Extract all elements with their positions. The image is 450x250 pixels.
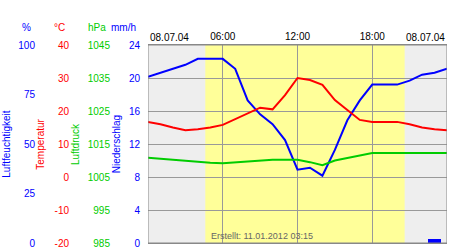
svg-text:Luftfeuchtigkeit: Luftfeuchtigkeit [1,110,12,177]
svg-text:40: 40 [58,40,70,51]
svg-text:Luftdruck: Luftdruck [70,123,81,165]
svg-text:995: 995 [93,205,110,216]
svg-text:4: 4 [134,205,140,216]
svg-text:20: 20 [129,73,141,84]
svg-text:0: 0 [29,238,35,249]
svg-text:1015: 1015 [88,139,111,150]
svg-text:18:00: 18:00 [360,31,385,42]
svg-text:8: 8 [134,172,140,183]
svg-text:06:00: 06:00 [210,31,235,42]
svg-text:985: 985 [93,238,110,249]
svg-text:hPa: hPa [88,22,106,33]
svg-text:16: 16 [129,106,141,117]
svg-text:12: 12 [129,139,141,150]
svg-text:-20: -20 [55,238,70,249]
svg-text:75: 75 [24,89,36,100]
svg-text:Erstellt: 11.01.2012 03:15: Erstellt: 11.01.2012 03:15 [211,231,313,241]
svg-text:Temperatur: Temperatur [35,118,46,169]
svg-text:mm/h: mm/h [111,22,136,33]
svg-text:12:00: 12:00 [285,31,310,42]
svg-text:0: 0 [63,172,69,183]
svg-text:Niederschlag: Niederschlag [111,115,122,173]
svg-text:1045: 1045 [88,40,111,51]
svg-text:20: 20 [58,106,70,117]
svg-text:10: 10 [58,139,70,150]
svg-text:1025: 1025 [88,106,111,117]
svg-text:100: 100 [18,40,35,51]
svg-text:08.07.04: 08.07.04 [406,32,445,43]
svg-text:1035: 1035 [88,73,111,84]
svg-text:50: 50 [24,139,36,150]
svg-text:°C: °C [54,22,65,33]
svg-text:25: 25 [24,188,36,199]
svg-text:08.07.04: 08.07.04 [150,32,189,43]
svg-text:-10: -10 [55,205,70,216]
svg-text:1005: 1005 [88,172,111,183]
svg-text:24: 24 [129,40,141,51]
svg-text:30: 30 [58,73,70,84]
svg-text:%: % [22,22,31,33]
svg-text:0: 0 [134,238,140,249]
